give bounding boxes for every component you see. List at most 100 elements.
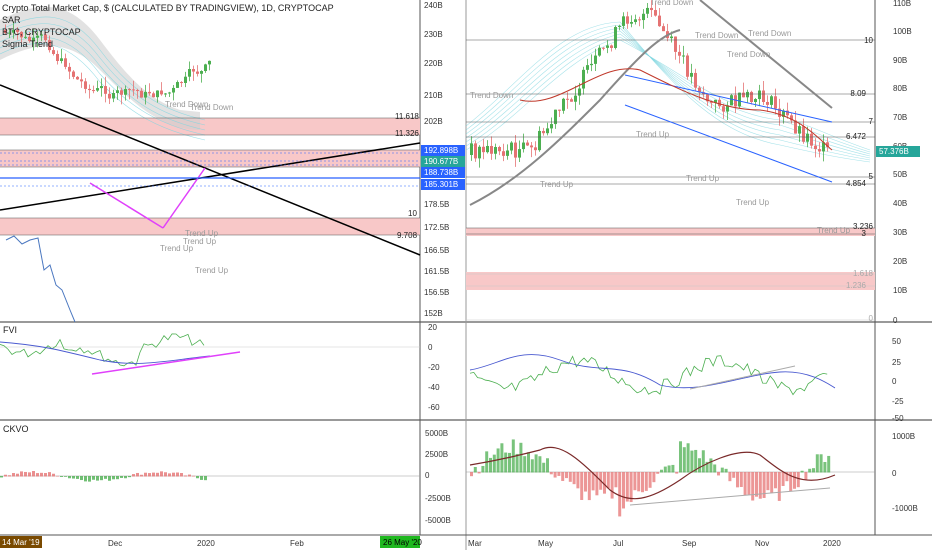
candle-body (642, 13, 645, 21)
ckvo-bar (200, 476, 203, 480)
ckvo-bar (561, 472, 565, 481)
ckvo-bar (584, 472, 587, 492)
y-tick-label: -1000B (892, 504, 918, 513)
moving-average (699, 0, 833, 109)
ckvo-bar (180, 473, 183, 477)
candle-body (558, 109, 561, 111)
ckvo-bar (789, 472, 793, 492)
sigma-line (0, 36, 206, 136)
ckvo-bar (606, 472, 610, 489)
ckvo-bar (758, 472, 762, 499)
ckvo-bar (60, 476, 63, 477)
ckvo-bar (641, 472, 644, 493)
level-label: 1.236 (846, 281, 867, 290)
panel-label: CKVO (3, 424, 29, 434)
ckvo-bar (667, 465, 671, 473)
candle-body (36, 35, 39, 38)
candle-body (814, 145, 817, 150)
sigma-line (465, 36, 871, 153)
ckvo-bar (785, 472, 789, 482)
ckvo-bar (172, 472, 175, 477)
candle-body (60, 58, 63, 61)
x-tick-label: Nov (755, 539, 769, 548)
ckvo-bar (819, 454, 823, 473)
candle-body (494, 147, 497, 154)
level-label: 6.472 (846, 132, 867, 141)
candle-body (16, 29, 19, 32)
ckvo-bar (553, 472, 557, 478)
ckvo-bar (152, 472, 155, 477)
candle-body (686, 55, 689, 77)
date-label: 14 Mar '19 (2, 538, 40, 547)
ckvo-bar (717, 472, 720, 476)
ckvo-bar (800, 470, 804, 473)
level-label: 10 (864, 36, 873, 45)
indicator-sigma: Sigma Trend (2, 39, 54, 49)
ckvo-bar (766, 472, 770, 491)
candle-body (128, 89, 131, 91)
ckvo-bar (644, 472, 648, 491)
candle-body (698, 87, 701, 93)
candle-body (674, 36, 677, 52)
ckvo-bar (747, 472, 751, 495)
ckvo-bar (701, 450, 705, 473)
ckvo-bar (515, 453, 519, 473)
ckvo-bar (40, 472, 43, 477)
candle-body (654, 10, 657, 16)
y-tick-label: 0 (428, 343, 433, 352)
panel-label: FVI (3, 325, 17, 335)
ckvo-bar (728, 472, 732, 482)
ckvo-bar (24, 471, 27, 477)
ckvo-bar (136, 472, 139, 477)
ckvo-bar (128, 476, 131, 478)
candle-body (774, 96, 777, 109)
candle-body (758, 90, 761, 100)
x-tick-label: Jul (613, 539, 623, 548)
candle-body (766, 101, 769, 105)
candle-body (24, 36, 27, 38)
ckvo-bar (72, 476, 75, 479)
candle-body (156, 90, 159, 98)
ckvo-bar (690, 450, 694, 473)
date-label-box (380, 536, 420, 548)
candle-body (546, 128, 549, 134)
y-tick-label: 90B (893, 56, 907, 65)
x-tick-label: Sep (682, 539, 697, 548)
ckvo-bar (629, 472, 633, 503)
ckvo-bar (815, 454, 819, 473)
annotation: Trend Down (695, 31, 738, 40)
ckvo-bar (530, 459, 534, 473)
ckvo-bar (538, 456, 542, 473)
ckvo-bar (8, 475, 11, 477)
candle-body (562, 98, 565, 111)
y-tick-label: 202B (424, 117, 443, 126)
candle-body (806, 133, 809, 142)
y-tick-label: -5000B (425, 516, 451, 525)
ckvo-bar (656, 472, 660, 474)
ckvo-bar (192, 475, 195, 477)
sigma-line (0, 23, 206, 126)
ckvo-bar (591, 472, 595, 491)
y-tick-label: -50 (892, 414, 904, 423)
candle-body (550, 124, 553, 129)
candle-body (168, 92, 171, 94)
ckvo-bar (116, 476, 119, 480)
ckvo-bar (732, 472, 736, 478)
ckvo-bar (663, 466, 667, 473)
level-label: 11.326 (395, 129, 419, 138)
y-tick-label: 166.5B (424, 246, 449, 255)
candle-body (722, 106, 725, 112)
ckvo-bar (610, 472, 614, 499)
ckvo-bar (698, 458, 701, 473)
candle-body (630, 22, 633, 24)
ckvo-bar (523, 456, 527, 473)
candle-body (750, 91, 753, 102)
candle-body (474, 143, 477, 159)
annotation: Trend Up (185, 229, 219, 238)
candle-body (486, 145, 489, 153)
candle-body (746, 91, 749, 98)
ckvo-bar (470, 472, 473, 477)
annotation: Trend Up (195, 266, 229, 275)
candle-body (80, 79, 83, 82)
candle-body (822, 142, 825, 152)
